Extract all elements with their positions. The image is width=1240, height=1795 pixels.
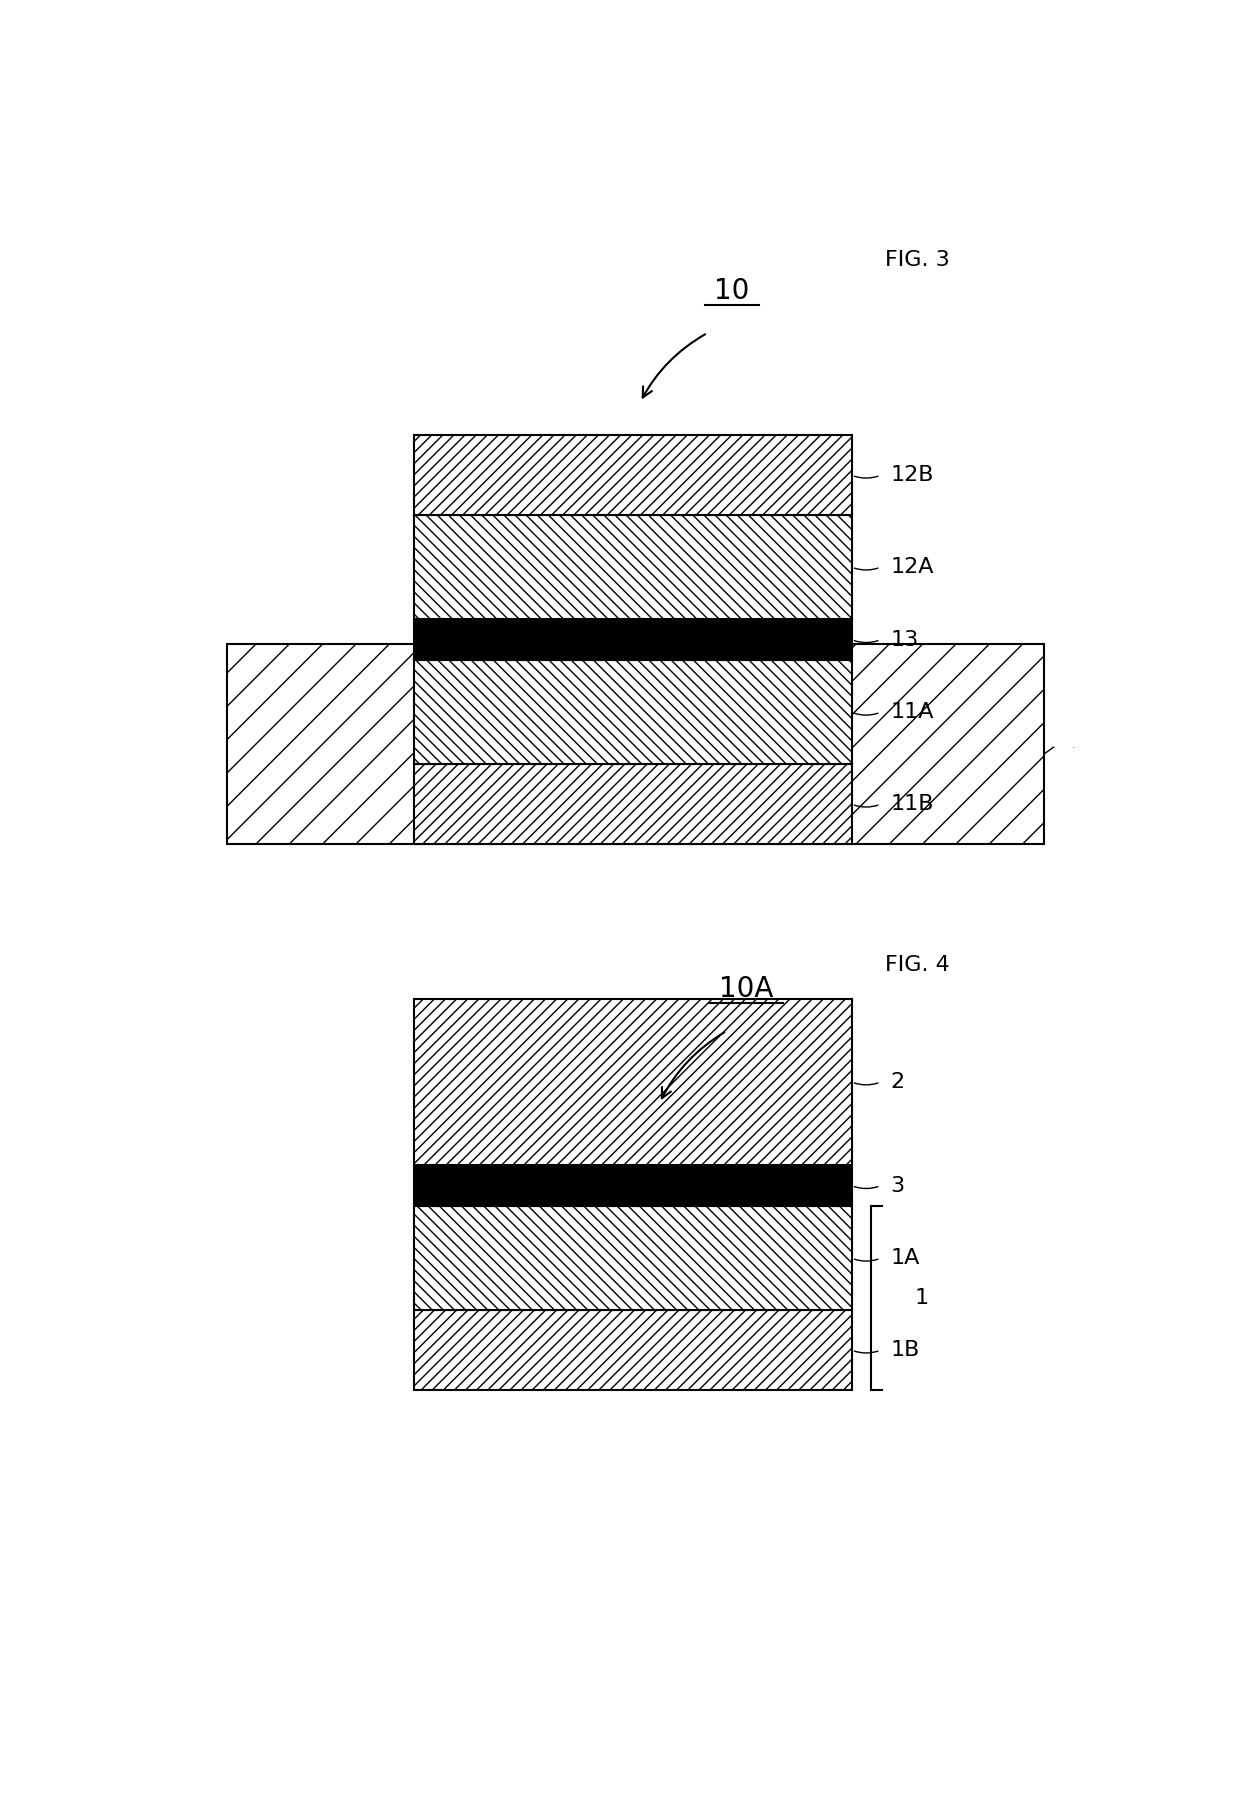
Text: 1: 1 <box>914 1289 929 1309</box>
Bar <box>414 619 852 661</box>
Text: 12A: 12A <box>890 556 934 578</box>
Text: 10: 10 <box>714 276 749 305</box>
Bar <box>414 1000 852 1165</box>
Text: 1A: 1A <box>890 1248 920 1269</box>
Text: FIG. 4: FIG. 4 <box>885 955 950 975</box>
Text: 11B: 11B <box>890 793 934 815</box>
Text: 12B: 12B <box>890 465 934 485</box>
Text: 10A: 10A <box>719 975 774 1003</box>
Text: 1B: 1B <box>890 1341 920 1361</box>
Bar <box>414 661 852 765</box>
Bar <box>414 765 852 844</box>
Text: 11A: 11A <box>890 702 934 722</box>
Bar <box>414 1206 852 1310</box>
Text: 2: 2 <box>890 1072 904 1091</box>
Bar <box>414 515 852 619</box>
Text: 3: 3 <box>890 1176 904 1195</box>
Bar <box>414 1165 852 1206</box>
Bar <box>414 434 852 515</box>
Bar <box>414 1310 852 1389</box>
Bar <box>227 644 1044 844</box>
Text: FIG. 3: FIG. 3 <box>885 250 950 269</box>
Text: 13: 13 <box>890 630 919 650</box>
